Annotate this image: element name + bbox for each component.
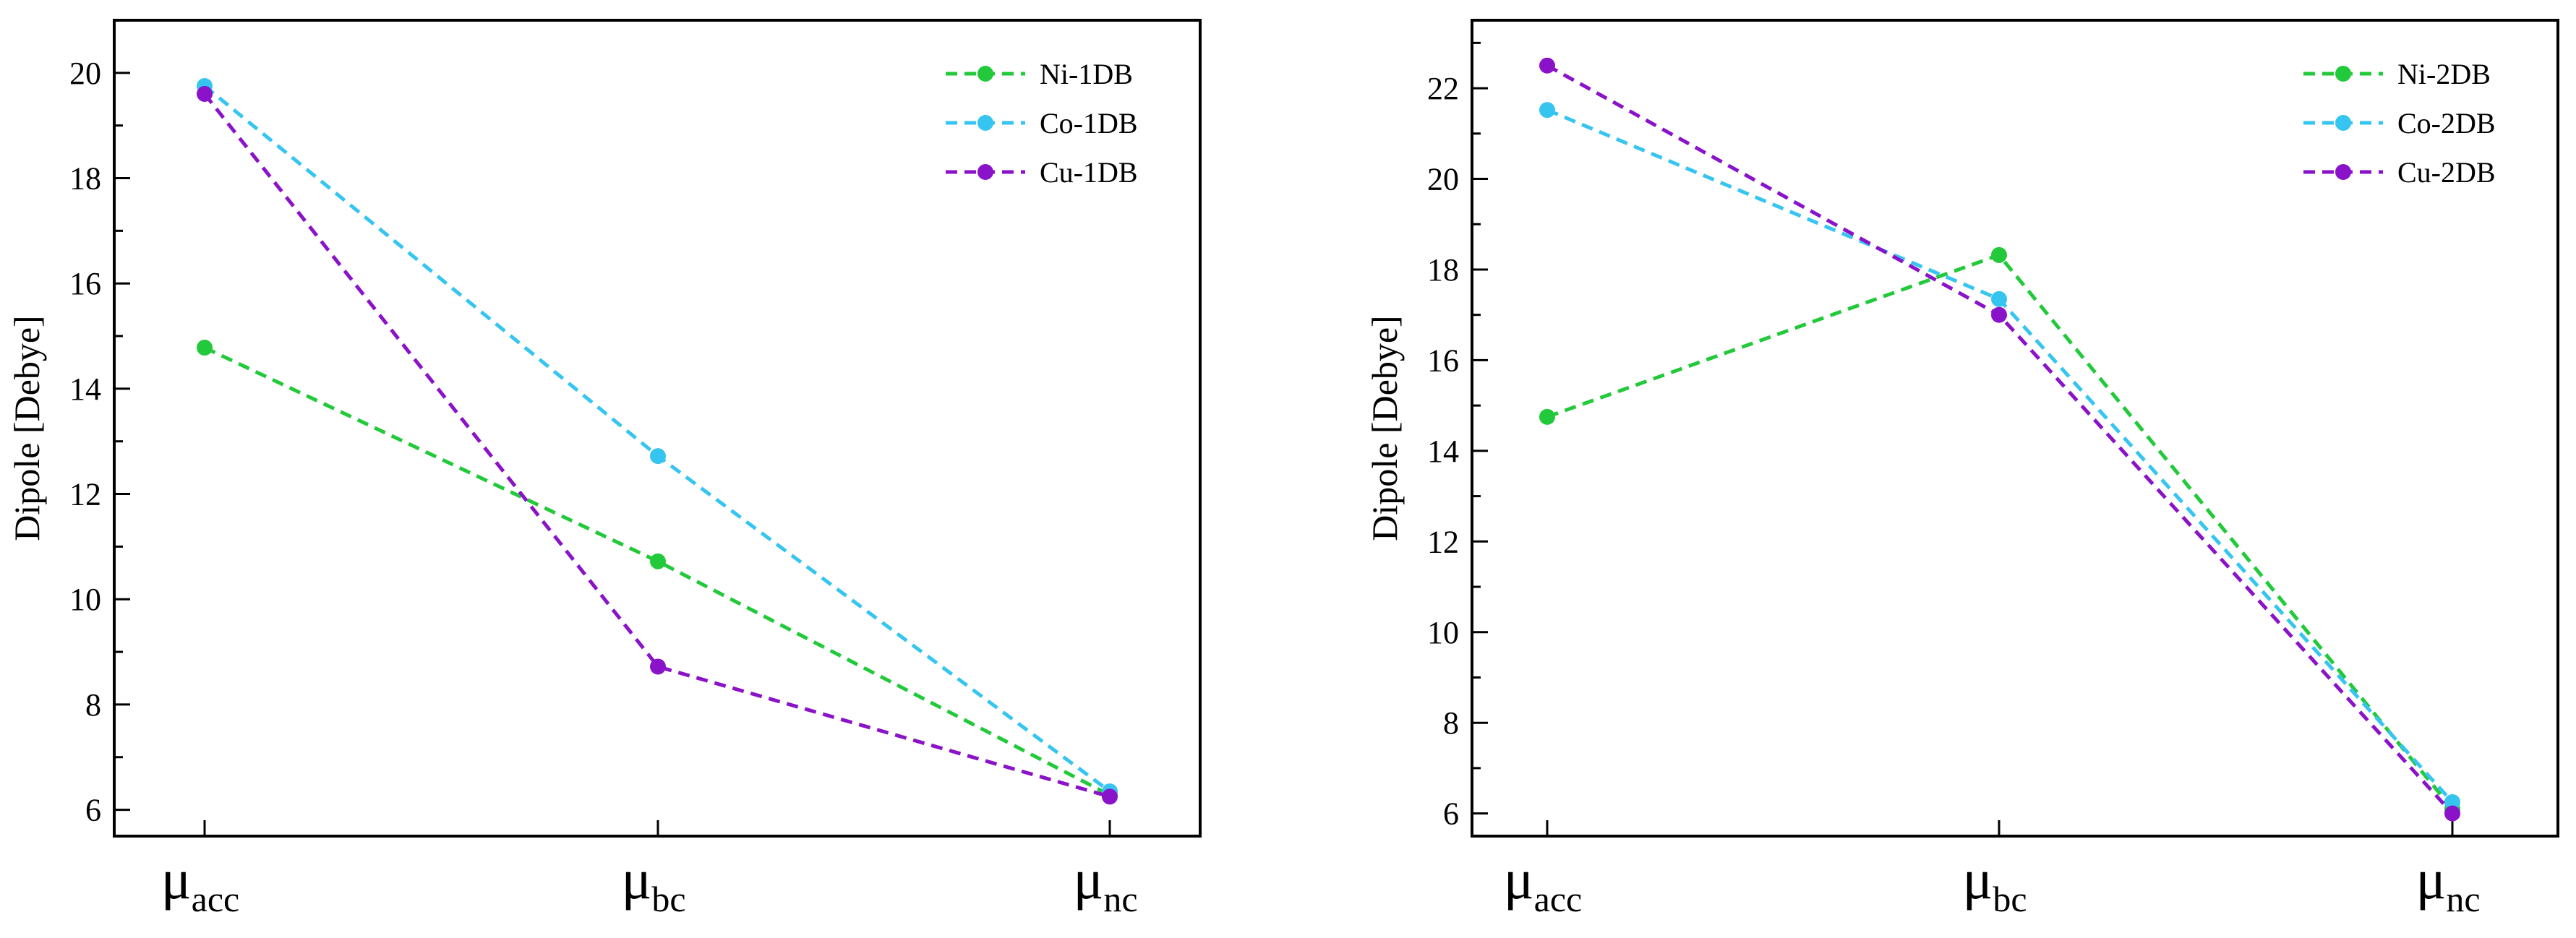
y-tick-label: 12 [1427, 524, 1459, 559]
x-tick-label-nc: μnc [1073, 848, 1137, 919]
y-tick-label: 20 [69, 56, 101, 91]
y-tick-label: 18 [69, 161, 101, 197]
x-tick-subscript: bc [1993, 879, 2027, 919]
y-tick-label: 10 [69, 582, 101, 617]
data-point-Co-1DB-bc [650, 448, 666, 465]
legend-label-Co-1DB: Co-1DB [1040, 107, 1138, 139]
x-tick-symbol: μ [2415, 848, 2446, 911]
series-line-Ni-1DB [203, 345, 1111, 797]
data-point-Co-2DB-bc [1991, 291, 2007, 307]
legend-label-Ni-2DB: Ni-2DB [2397, 58, 2491, 90]
plot-frame [113, 19, 1202, 838]
x-tick-symbol: μ [1073, 848, 1103, 911]
legend: Ni-1DB Co-1DB Cu-1DB [946, 58, 1138, 189]
y-tick-label: 14 [69, 371, 101, 407]
legend-swatch-marker [2335, 164, 2351, 180]
series-line-Cu-2DB [1546, 64, 2454, 815]
legend-label-Cu-1DB: Cu-1DB [1040, 156, 1138, 189]
x-tick-symbol: μ [621, 848, 651, 911]
x-tick-subscript: nc [1103, 879, 1137, 919]
data-point-Cu-1DB-nc [1102, 788, 1118, 805]
data-point-Cu-1DB-acc [197, 85, 213, 102]
y-axis-title: Dipole [Debye] [7, 315, 47, 541]
legend: Ni-2DB Co-2DB Cu-2DB [2303, 58, 2496, 189]
x-tick-subscript: acc [1534, 879, 1583, 919]
y-tick-label: 14 [1427, 434, 1459, 469]
x-tick-label-bc: μbc [621, 848, 685, 919]
data-point-Cu-2DB-acc [1539, 57, 1555, 74]
series-line-Ni-2DB [1546, 252, 2454, 810]
legend-swatch-marker [977, 66, 993, 82]
y-tick-label: 22 [1427, 71, 1459, 106]
data-point-Ni-1DB-acc [197, 340, 213, 356]
y-tick-label: 16 [1427, 343, 1459, 378]
data-point-Co-2DB-nc [2444, 793, 2460, 810]
data-point-Co-2DB-acc [1539, 102, 1555, 119]
x-tick-subscript: nc [2446, 879, 2480, 919]
data-point-Ni-2DB-acc [1539, 408, 1555, 425]
y-tick-label: 10 [1427, 615, 1459, 650]
x-tick-subscript: acc [192, 879, 240, 919]
series-line-Co-1DB [203, 85, 1111, 793]
legend-label-Co-2DB: Co-2DB [2397, 107, 2496, 139]
legend-label-Ni-1DB: Ni-1DB [1040, 58, 1133, 90]
data-point-Cu-1DB-bc [650, 658, 666, 675]
series-line-Cu-1DB [203, 92, 1111, 799]
y-tick-label: 20 [1427, 162, 1459, 197]
legend-swatch-marker [2335, 66, 2351, 82]
x-tick-symbol: μ [161, 848, 192, 911]
data-point-Cu-2DB-nc [2444, 805, 2460, 822]
legend-swatch-marker [2335, 115, 2351, 131]
data-point-Ni-1DB-bc [650, 553, 666, 569]
y-tick-label: 16 [69, 266, 101, 301]
y-tick-label: 6 [85, 793, 101, 828]
y-axis-title: Dipole [Debye] [1364, 315, 1405, 541]
legend-swatch-marker [977, 115, 993, 131]
y-tick-label: 8 [1443, 705, 1459, 741]
legend-swatch-marker [977, 164, 993, 180]
x-tick-label-acc: μacc [161, 848, 239, 919]
y-tick-label: 6 [1443, 796, 1459, 832]
y-tick-label: 12 [69, 477, 101, 512]
x-tick-symbol: μ [1962, 848, 1993, 911]
x-tick-label-nc: μnc [2415, 848, 2480, 919]
data-point-Ni-2DB-bc [1991, 246, 2007, 263]
plot-frame [1471, 19, 2559, 838]
y-tick-label: 18 [1427, 252, 1459, 288]
y-tick-label: 8 [85, 687, 101, 723]
series-line-Co-2DB [1546, 108, 2454, 804]
x-tick-symbol: μ [1504, 848, 1534, 911]
x-tick-subscript: bc [651, 879, 685, 919]
legend-label-Cu-2DB: Cu-2DB [2397, 156, 2496, 189]
x-tick-label-bc: μbc [1962, 848, 2027, 919]
x-tick-label-acc: μacc [1504, 848, 1582, 919]
data-point-Cu-2DB-bc [1991, 306, 2007, 323]
